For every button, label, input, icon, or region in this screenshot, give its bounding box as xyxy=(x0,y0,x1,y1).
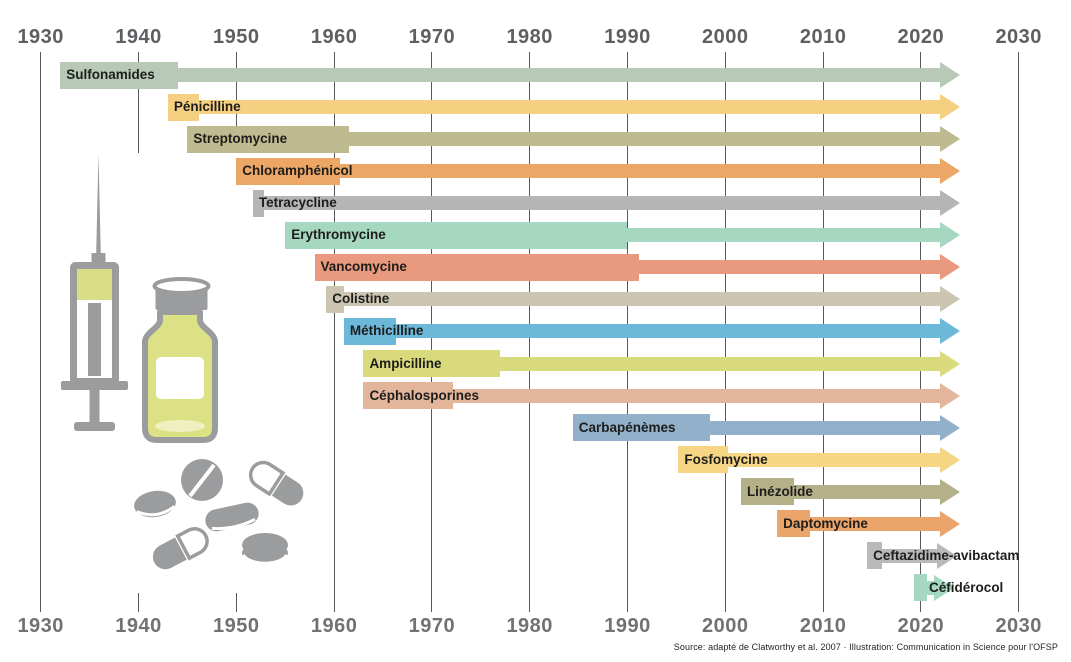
timeline-arrowhead-sulfonamides xyxy=(940,62,961,88)
timeline-plate-streptomycine xyxy=(187,125,349,153)
axis-year-bottom-1980: 1980 xyxy=(506,615,553,637)
axis-year-bottom-2000: 2000 xyxy=(702,615,749,637)
axis-year-top-1930: 1930 xyxy=(17,26,64,48)
axis-year-top-1970: 1970 xyxy=(408,26,456,48)
timeline-label-sulfonamides: Sulfonamides xyxy=(66,67,155,82)
timeline-bar-sulfonamides xyxy=(60,68,940,82)
timeline-arrowhead-chloramphenicol xyxy=(940,158,961,185)
timeline-label-ceftazidime-avibactam: Ceftazidime-avibactam xyxy=(873,547,1020,563)
timeline-label-carbapenemes: Carbapénèmes xyxy=(578,419,676,435)
timeline-plate-fosfomycine xyxy=(678,446,729,474)
timeline-arrowhead-daptomycine xyxy=(940,510,961,537)
timeline-arrowhead-ampicilline xyxy=(940,350,961,377)
timeline-arrowhead-fosfomycine xyxy=(940,446,961,473)
timeline-label-ampicilline: Ampicilline xyxy=(369,355,442,371)
timeline-arrowhead-penicilline xyxy=(940,94,961,121)
timeline-arrowhead-cephalosporines xyxy=(940,382,961,409)
source-credit: Source: adapté de Clatworthy et al. 2007… xyxy=(673,642,1058,652)
axis-year-bottom-1960: 1960 xyxy=(310,615,358,637)
axis-year-top-1940: 1940 xyxy=(115,26,162,48)
timeline-bar-ampicilline xyxy=(363,356,941,371)
timeline-label-erythromycine: Erythromycine xyxy=(291,227,386,243)
axis-year-top-1980: 1980 xyxy=(506,26,553,48)
timeline-arrowhead-tetracycline xyxy=(940,190,961,217)
timeline-plate-tetracycline xyxy=(252,189,264,217)
timeline-bar-methicilline xyxy=(343,324,940,339)
timeline-label-cephalosporines: Céphalosporines xyxy=(369,387,479,403)
syringe-icon xyxy=(61,153,128,431)
timeline-bar-chloramphenicol xyxy=(236,164,941,179)
timeline-arrowhead-vancomycine xyxy=(940,254,961,281)
timeline-bar-streptomycine xyxy=(187,132,940,147)
timeline-arrowhead-colistine xyxy=(940,286,961,313)
timeline-bar-tetracycline xyxy=(252,196,941,211)
axis-year-top-1950: 1950 xyxy=(213,26,260,48)
timeline-plate-penicilline xyxy=(167,93,200,121)
timeline-label-daptomycine: Daptomycine xyxy=(783,515,868,531)
timeline-plate-sulfonamides xyxy=(60,61,178,89)
pills-icon xyxy=(134,459,304,570)
timeline-bar-cephalosporines xyxy=(363,388,941,403)
medication-illustration-graphic xyxy=(61,153,304,570)
timeline-arrowhead-streptomycine xyxy=(940,126,961,153)
timeline-plate-vancomycine xyxy=(314,253,640,281)
timeline-arrowhead-ceftazidime-avibactam xyxy=(937,542,958,569)
timeline-plate-cephalosporines xyxy=(363,382,454,410)
timeline-plate-chloramphenicol xyxy=(236,157,340,185)
timeline-plate-methicilline xyxy=(343,317,396,345)
axis-year-bottom-1940: 1940 xyxy=(115,615,162,637)
vial-icon xyxy=(142,277,218,443)
timeline-arrowhead-erythromycine xyxy=(940,222,961,249)
timeline-bar-daptomycine xyxy=(777,516,940,531)
timeline-arrowhead-methicilline xyxy=(940,318,961,345)
axis-year-top-2020: 2020 xyxy=(897,26,945,48)
timeline-label-streptomycine: Streptomycine xyxy=(193,131,288,147)
timeline-label-cefiderocol: Céfidérocol xyxy=(929,579,1004,595)
timeline-bar-colistine xyxy=(326,292,940,307)
timeline-label-penicilline: Pénicilline xyxy=(173,99,241,115)
timeline-bar-ceftazidime-avibactam xyxy=(867,548,938,563)
axis-year-bottom-2030: 2030 xyxy=(995,615,1042,637)
timeline-bar-fosfomycine xyxy=(678,452,940,467)
gridline-2030 xyxy=(1018,52,1020,612)
axis-year-bottom-1990: 1990 xyxy=(604,615,651,637)
timeline-plate-daptomycine xyxy=(777,510,811,538)
timeline-label-chloramphenicol: Chloramphénicol xyxy=(242,163,353,179)
axis-year-bottom-1950: 1950 xyxy=(213,615,260,637)
timeline-label-tetracycline: Tetracycline xyxy=(258,195,337,211)
axis-year-top-1990: 1990 xyxy=(604,26,651,48)
timeline-label-methicilline: Méthicilline xyxy=(349,323,424,339)
timeline-label-linezolide: Linézolide xyxy=(746,483,813,499)
axis-year-top-1960: 1960 xyxy=(310,26,358,48)
axis-year-bottom-1970: 1970 xyxy=(408,615,456,637)
axis-year-bottom-2010: 2010 xyxy=(799,615,847,637)
timeline-plate-carbapenemes xyxy=(572,414,710,442)
timeline-arrowhead-linezolide xyxy=(940,478,961,505)
timeline-plate-ampicilline xyxy=(363,350,501,378)
timeline-plate-linezolide xyxy=(740,478,794,506)
axis-year-top-2030: 2030 xyxy=(995,26,1042,48)
medication-illustration xyxy=(52,153,325,593)
timeline-plate-erythromycine xyxy=(285,221,628,249)
timeline-arrowhead-cefiderocol xyxy=(934,574,955,601)
axis-year-top-2010: 2010 xyxy=(799,26,847,48)
timeline-label-vancomycine: Vancomycine xyxy=(320,259,407,275)
axis-year-bottom-1930: 1930 xyxy=(17,615,64,637)
gridline-1930 xyxy=(40,52,42,612)
timeline-plate-cefiderocol xyxy=(914,574,927,602)
timeline-label-fosfomycine: Fosfomycine xyxy=(684,451,768,467)
timeline-bar-penicilline xyxy=(167,100,940,115)
gridline-1960 xyxy=(333,52,335,612)
timeline-arrowhead-carbapenemes xyxy=(940,414,961,441)
axis-year-bottom-2020: 2020 xyxy=(897,615,945,637)
timeline-label-colistine: Colistine xyxy=(332,291,390,307)
axis-year-top-2000: 2000 xyxy=(702,26,749,48)
timeline-plate-colistine xyxy=(326,285,344,313)
timeline-plate-ceftazidime-avibactam xyxy=(867,542,882,570)
